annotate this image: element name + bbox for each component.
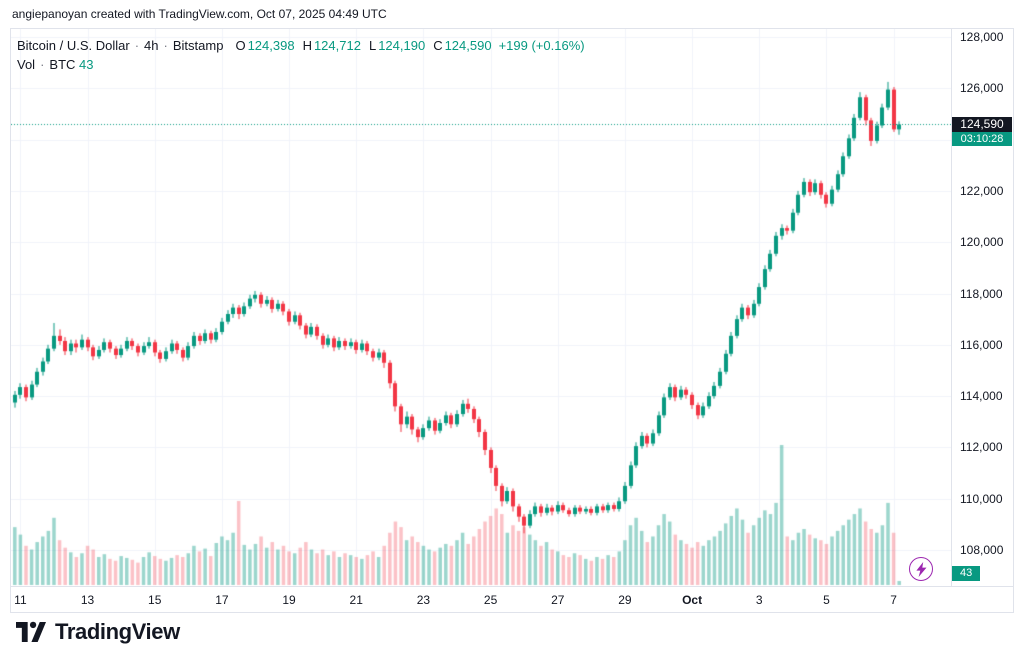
low-label: L bbox=[368, 38, 377, 53]
volume-value-label: 43 bbox=[952, 566, 981, 581]
time-tick-label: 15 bbox=[148, 593, 162, 607]
change-value: +199 (+0.16%) bbox=[498, 38, 585, 53]
close-label: C bbox=[433, 38, 443, 53]
price-tick-label: 120,000 bbox=[960, 235, 1004, 250]
volume-label: Vol bbox=[17, 57, 36, 72]
symbol-title[interactable]: Bitcoin / U.S. Dollar bbox=[17, 38, 130, 53]
high-label: H bbox=[302, 38, 312, 53]
bar-countdown: 03:10:28 bbox=[952, 132, 1012, 147]
volume-current-value: 43 bbox=[79, 57, 94, 72]
close-value: 124,590 bbox=[444, 38, 492, 53]
last-price-value: 124,590 bbox=[952, 117, 1012, 133]
price-tick-label: 112,000 bbox=[960, 440, 1003, 455]
time-tick-label: 27 bbox=[551, 593, 565, 607]
legend-separator: · bbox=[163, 38, 168, 53]
open-label: O bbox=[235, 38, 246, 53]
price-tick-label: 128,000 bbox=[960, 30, 1004, 44]
volume-symbol: BTC bbox=[49, 57, 76, 72]
price-tick-label: 110,000 bbox=[960, 491, 1003, 506]
tradingview-logo[interactable]: TradingView bbox=[16, 619, 180, 645]
chart-legend: Bitcoin / U.S. Dollar · 4h · Bitstamp O 124,39… bbox=[17, 36, 585, 74]
candlestick-chart-canvas[interactable] bbox=[11, 29, 951, 586]
low-value: 124,190 bbox=[378, 38, 426, 53]
time-tick-label: Oct bbox=[682, 593, 703, 607]
time-tick-label: 21 bbox=[349, 593, 363, 607]
attribution-text: angiepanoyan created with TradingView.co… bbox=[12, 7, 387, 21]
time-tick-label: 23 bbox=[416, 593, 431, 607]
time-tick-label: 29 bbox=[618, 593, 632, 607]
legend-row-symbol: Bitcoin / U.S. Dollar · 4h · Bitstamp O 124,39… bbox=[17, 36, 585, 55]
price-tick-label: 114,000 bbox=[960, 389, 1003, 404]
time-tick-label: 25 bbox=[483, 593, 498, 607]
price-axis[interactable]: 124,590 03:10:28 43 128,000126,000124,00… bbox=[951, 29, 1013, 586]
time-tick-label: 17 bbox=[215, 593, 229, 607]
tradingview-logo-icon bbox=[16, 621, 46, 642]
price-tick-label: 116,000 bbox=[960, 337, 1003, 352]
lightning-boost-icon[interactable] bbox=[909, 557, 933, 581]
legend-separator: · bbox=[40, 57, 45, 72]
lightning-bolt-glyph bbox=[915, 561, 926, 577]
time-tick-label: 3 bbox=[755, 593, 763, 607]
price-tick-label: 118,000 bbox=[960, 286, 1003, 301]
price-tick-label: 122,000 bbox=[960, 183, 1004, 198]
legend-separator: · bbox=[134, 38, 140, 53]
time-tick-label: 11 bbox=[14, 593, 27, 607]
high-value: 124,712 bbox=[313, 38, 361, 53]
time-tick-label: 5 bbox=[823, 593, 830, 607]
time-tick-label: 7 bbox=[890, 593, 897, 607]
price-tick-label: 126,000 bbox=[960, 81, 1004, 96]
legend-row-volume: Vol · BTC 43 bbox=[17, 55, 585, 74]
time-tick-label: 13 bbox=[80, 593, 95, 607]
price-tick-label: 108,000 bbox=[960, 543, 1004, 557]
tradingview-logo-text: TradingView bbox=[55, 619, 180, 644]
time-tick-label: 19 bbox=[282, 593, 296, 607]
open-value: 124,398 bbox=[247, 38, 295, 53]
chart-frame: Bitcoin / U.S. Dollar · 4h · Bitstamp O 124,39… bbox=[10, 28, 1014, 613]
exchange-name: Bitstamp bbox=[172, 38, 224, 53]
interval-value[interactable]: 4h bbox=[144, 38, 159, 53]
time-axis[interactable]: 11 13 15 17 19 21 23 25 27 29 Oct 3 5 7 bbox=[11, 586, 1013, 612]
last-price-label: 124,590 03:10:28 bbox=[952, 117, 1012, 147]
